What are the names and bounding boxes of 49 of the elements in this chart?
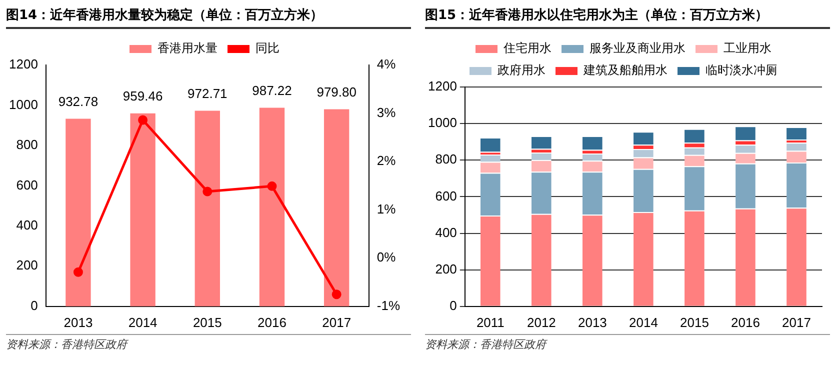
- data-label: 972.71: [188, 86, 228, 101]
- y2-tick-label: 2%: [376, 153, 396, 168]
- data-label: 932.78: [58, 94, 98, 109]
- y2-tick-label: 4%: [376, 56, 396, 72]
- x-tick-label: 2017: [322, 314, 352, 330]
- y-tick-label: 400: [435, 224, 457, 240]
- y-tick-label: 400: [16, 218, 38, 233]
- text: 资料来源：香港特区政府: [425, 334, 830, 352]
- legend-label: 同比: [256, 41, 280, 56]
- y-tick-label: 200: [16, 258, 38, 273]
- y-tick-label: 1000: [428, 115, 457, 130]
- x-tick-label: 2014: [128, 314, 158, 330]
- y-tick-label: 1000: [9, 96, 38, 112]
- x-tick-label: 2016: [258, 314, 286, 330]
- x-tick-label: 2012: [526, 314, 556, 330]
- y-tick-label: 1200: [428, 78, 457, 94]
- x-tick-label: 2014: [629, 314, 658, 330]
- legend-label: 建筑及船舶用水: [582, 63, 668, 78]
- x-tick-label: 2015: [192, 314, 222, 330]
- legend-label: 住宅用水: [502, 41, 552, 56]
- y-tick-label: 800: [435, 152, 457, 167]
- legend-label: 临时淡水冲厕: [706, 63, 778, 78]
- y2-tick-label: -1%: [376, 298, 400, 313]
- y-tick-label: 1200: [9, 56, 38, 72]
- y-tick-label: 200: [435, 261, 457, 276]
- x-tick-label: 2013: [64, 314, 93, 330]
- x-tick-label: 2011: [476, 314, 504, 330]
- y-tick-label: 600: [435, 188, 457, 204]
- y-tick-label: 600: [16, 177, 38, 192]
- y2-tick-label: 1%: [376, 201, 396, 216]
- x-tick-label: 2016: [731, 314, 760, 330]
- y-tick-label: 800: [16, 137, 38, 152]
- x-tick-label: 2017: [782, 314, 811, 330]
- chart-title: 图14：近年香港用水量较为稳定（单位：百万立方米）: [6, 4, 411, 29]
- data-label: 979.80: [316, 84, 356, 100]
- chart-title: 图15：近年香港用水以住宅用水为主（单位：百万立方米）: [425, 4, 830, 29]
- y2-tick-label: 0%: [376, 250, 396, 265]
- y-tick-label: 0: [30, 298, 38, 313]
- legend-label: 服务业及商业用水: [590, 41, 686, 56]
- y-tick-label: 0: [450, 298, 457, 313]
- data-label: 987.22: [252, 82, 292, 98]
- text: 资料来源：香港特区政府: [6, 334, 411, 352]
- legend-label: 政府用水: [498, 63, 546, 78]
- x-tick-label: 2015: [680, 314, 709, 330]
- legend-label: 香港用水量: [158, 41, 218, 56]
- legend-label: 工业用水: [724, 41, 772, 56]
- data-label: 959.46: [122, 88, 163, 104]
- x-tick-label: 2013: [578, 314, 607, 330]
- y2-tick-label: 3%: [376, 104, 396, 120]
